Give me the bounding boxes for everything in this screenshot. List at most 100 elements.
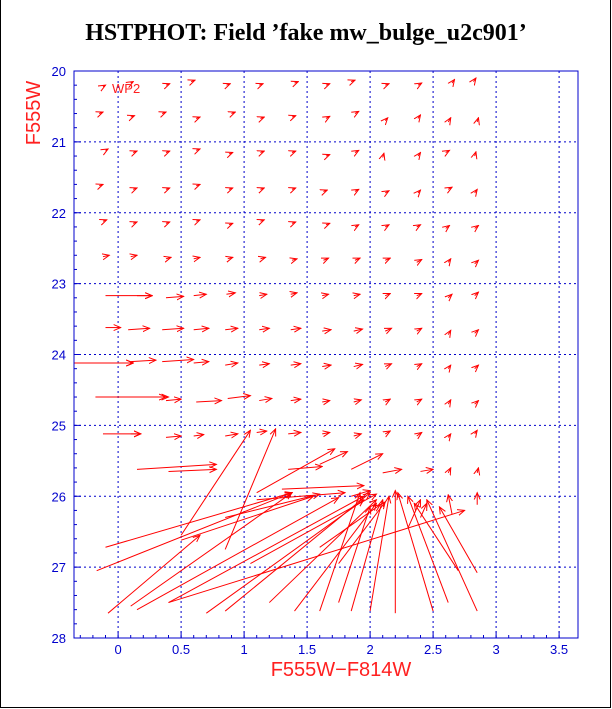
displacement-vector <box>398 493 434 612</box>
displacement-vector <box>260 257 265 258</box>
displacement-vector <box>130 493 292 607</box>
displacement-vector <box>281 486 364 490</box>
displacement-vector <box>225 434 238 436</box>
displacement-vector <box>350 454 383 470</box>
displacement-vector <box>427 500 478 612</box>
displacement-vector <box>353 434 362 436</box>
displacement-vector <box>290 399 301 400</box>
displacement-vector <box>166 222 170 223</box>
displacement-vector <box>196 220 200 221</box>
displacement-vector <box>326 84 330 85</box>
displacement-vector <box>448 330 451 334</box>
displacement-vector <box>475 330 479 334</box>
displacement-vector <box>193 362 209 363</box>
displacement-vector <box>166 257 171 258</box>
displacement-vector <box>165 296 184 297</box>
displacement-vector <box>194 257 200 258</box>
displacement-vector <box>385 225 389 227</box>
displacement-vector <box>417 364 422 367</box>
displacement-vector <box>131 255 137 256</box>
displacement-vector <box>385 258 390 260</box>
displacement-vector <box>420 469 434 471</box>
displacement-vector <box>350 500 383 612</box>
displacement-vector <box>475 152 476 156</box>
displacement-vector <box>448 294 452 298</box>
x-axis-label: F555W−F814W <box>271 659 412 681</box>
displacement-vector <box>353 400 362 402</box>
displacement-vector <box>168 510 465 604</box>
displacement-vector <box>128 328 149 329</box>
displacement-vector <box>191 80 195 81</box>
displacement-vector <box>193 294 207 295</box>
displacement-vector <box>351 491 370 497</box>
displacement-vector <box>292 222 296 223</box>
displacement-vector <box>133 222 137 223</box>
displacement-vector <box>292 151 296 152</box>
displacement-vector <box>295 82 299 83</box>
displacement-vector <box>385 118 388 121</box>
displacement-vector <box>475 292 479 296</box>
displacement-vector <box>193 328 209 329</box>
displacement-vector <box>259 328 269 329</box>
displacement-vector <box>103 220 107 221</box>
displacement-vector <box>452 80 455 84</box>
displacement-vector <box>136 464 216 470</box>
displacement-vector <box>355 150 359 152</box>
displacement-vector <box>229 153 233 154</box>
displacement-vector <box>417 432 422 436</box>
displacement-vector <box>418 153 421 157</box>
displacement-vector <box>292 188 296 189</box>
displacement-vector <box>385 399 390 402</box>
displacement-vector <box>105 493 292 548</box>
displacement-vector <box>319 505 380 548</box>
displacement-vector <box>418 115 421 119</box>
displacement-vector <box>292 116 296 117</box>
displacement-vector <box>383 153 384 157</box>
vector-field <box>74 78 479 614</box>
displacement-vector <box>418 190 421 193</box>
displacement-vector <box>385 431 390 434</box>
displacement-vector <box>260 117 264 118</box>
x-tick-label: 2.5 <box>424 642 442 657</box>
displacement-vector <box>353 329 363 331</box>
x-tick-label: 3 <box>492 642 499 657</box>
displacement-vector <box>224 493 370 612</box>
displacement-vector <box>232 112 236 113</box>
displacement-vector <box>475 365 479 369</box>
displacement-vector <box>448 434 451 438</box>
y-tick-label: 25 <box>52 418 66 433</box>
displacement-vector <box>162 359 194 361</box>
displacement-vector <box>260 188 264 189</box>
displacement-vector <box>475 189 478 193</box>
displacement-vector <box>259 398 272 400</box>
displacement-vector <box>407 500 421 529</box>
displacement-vector <box>227 396 251 399</box>
displacement-vector <box>99 112 103 113</box>
displacement-vector <box>256 493 345 501</box>
displacement-vector <box>136 498 339 611</box>
displacement-vector <box>382 469 402 473</box>
displacement-vector <box>448 468 451 473</box>
displacement-vector <box>417 260 422 263</box>
displacement-vector <box>107 535 200 614</box>
x-tick-label: 2 <box>366 642 373 657</box>
displacement-vector <box>130 360 156 361</box>
displacement-vector <box>353 364 363 366</box>
displacement-vector <box>165 399 181 400</box>
displacement-vector <box>448 400 451 404</box>
y-tick-label: 27 <box>52 560 66 575</box>
displacement-vector <box>224 429 275 550</box>
displacement-vector <box>290 364 301 365</box>
displacement-vector <box>385 364 391 367</box>
displacement-vector <box>166 84 170 85</box>
displacement-vector <box>162 328 183 329</box>
displacement-vector <box>193 435 204 436</box>
displacement-vector <box>322 330 331 331</box>
displacement-vector <box>323 190 327 191</box>
displacement-vector <box>228 257 233 258</box>
displacement-vector <box>355 258 360 260</box>
displacement-vector <box>225 363 238 365</box>
displacement-vector <box>351 80 355 81</box>
displacement-vector <box>448 187 452 189</box>
